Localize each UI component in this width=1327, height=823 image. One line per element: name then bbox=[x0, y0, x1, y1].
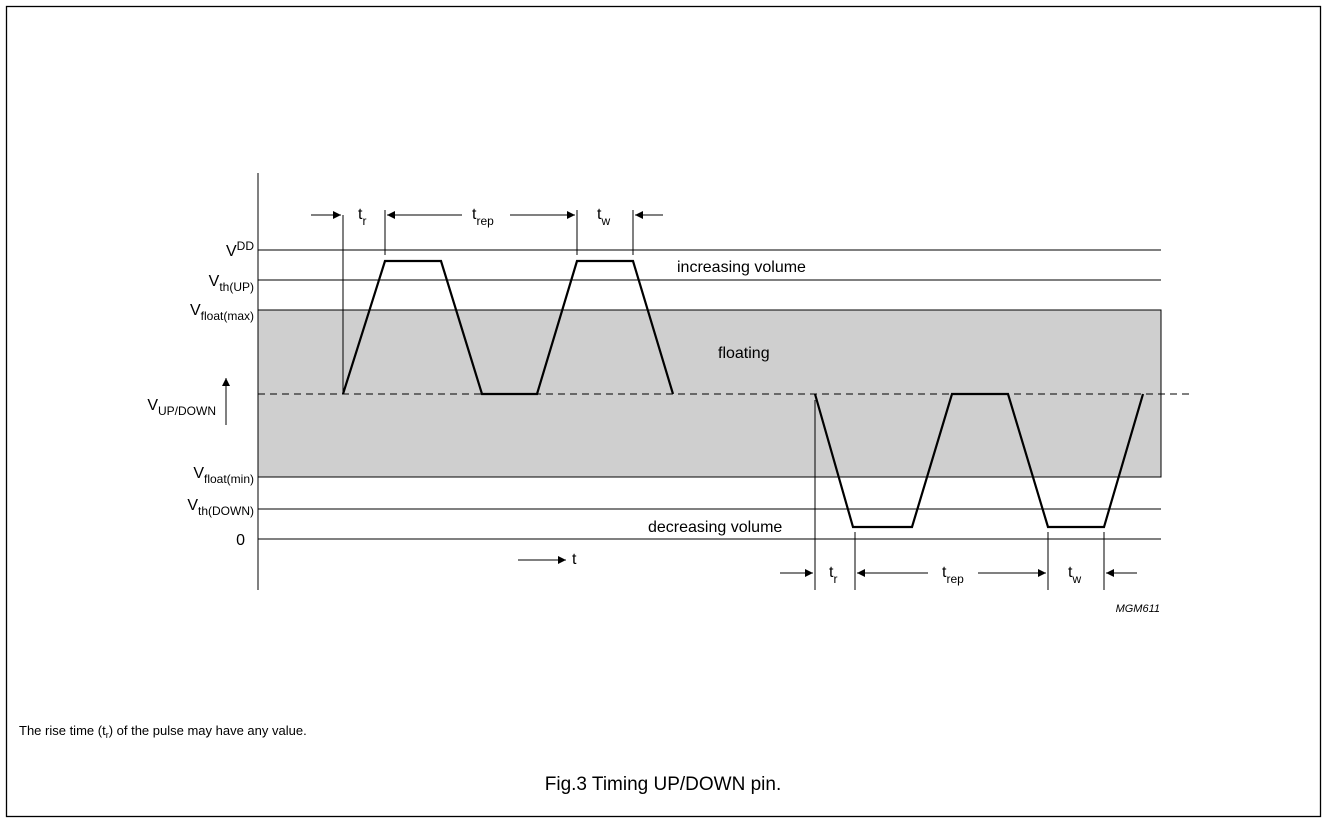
trep-label-bottom: trep bbox=[942, 564, 964, 586]
vupdown-label: VUP/DOWN bbox=[147, 397, 216, 418]
vth-up-label: Vth(UP) bbox=[209, 273, 254, 294]
vdd-label: VDD bbox=[226, 239, 254, 260]
vth-down-label: Vth(DOWN) bbox=[187, 497, 254, 518]
tw-label-top: tw bbox=[597, 206, 610, 228]
trep-label-top: trep bbox=[472, 206, 494, 228]
figure-caption: Fig.3 Timing UP/DOWN pin. bbox=[545, 774, 782, 795]
figure-code: MGM611 bbox=[1116, 603, 1160, 615]
floating-label: floating bbox=[718, 345, 770, 362]
tr-label-bottom: tr bbox=[829, 564, 837, 586]
tr-label-top: tr bbox=[358, 206, 366, 228]
vfloat-min-label: Vfloat(min) bbox=[193, 465, 254, 486]
decreasing-volume-label: decreasing volume bbox=[648, 519, 782, 536]
note-text: The rise time (tr) of the pulse may have… bbox=[19, 723, 307, 740]
waveform-up-pulses bbox=[341, 259, 675, 396]
vfloat-max-label: Vfloat(max) bbox=[190, 302, 254, 323]
figure-border bbox=[5, 5, 1322, 818]
time-label: t bbox=[572, 551, 577, 568]
waveform-down-pulses bbox=[813, 392, 1145, 529]
zero-label: 0 bbox=[236, 532, 245, 549]
increasing-volume-label: increasing volume bbox=[677, 259, 806, 276]
tw-label-bottom: tw bbox=[1068, 564, 1081, 586]
